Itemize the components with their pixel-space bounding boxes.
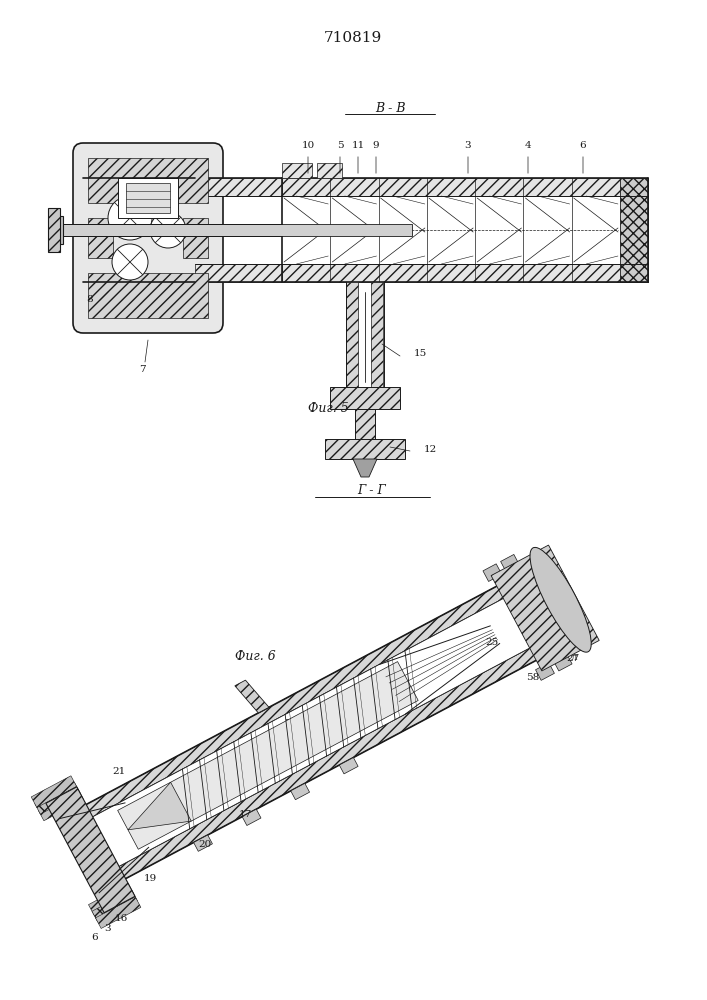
Bar — [371, 282, 383, 387]
Bar — [195, 264, 282, 282]
Bar — [317, 163, 342, 178]
Bar — [88, 158, 208, 203]
Polygon shape — [31, 776, 76, 808]
Bar — [88, 273, 208, 318]
Polygon shape — [553, 653, 572, 671]
Polygon shape — [194, 835, 212, 851]
Text: 15: 15 — [414, 350, 426, 359]
Text: 8: 8 — [87, 296, 93, 304]
Polygon shape — [535, 663, 554, 680]
Text: 12: 12 — [423, 444, 437, 454]
Ellipse shape — [530, 547, 591, 652]
Text: 6: 6 — [580, 141, 586, 150]
Text: 3: 3 — [105, 924, 111, 933]
FancyBboxPatch shape — [73, 143, 223, 333]
Polygon shape — [46, 787, 135, 913]
Bar — [282, 163, 312, 178]
Polygon shape — [291, 783, 310, 800]
Text: Г - Г: Г - Г — [358, 484, 386, 496]
Bar — [58, 224, 412, 236]
Text: 18: 18 — [385, 675, 398, 684]
Text: 19: 19 — [144, 874, 157, 883]
Text: 3: 3 — [464, 141, 472, 150]
Text: 17: 17 — [238, 810, 252, 819]
Text: 4: 4 — [525, 141, 532, 150]
Bar — [126, 183, 170, 213]
Polygon shape — [35, 782, 80, 814]
Text: 16: 16 — [115, 914, 129, 923]
Polygon shape — [483, 564, 502, 581]
Text: 7: 7 — [139, 365, 146, 374]
Polygon shape — [491, 545, 600, 671]
Polygon shape — [353, 459, 377, 477]
Bar — [346, 282, 358, 387]
Text: 710819: 710819 — [324, 31, 382, 45]
Text: л: л — [571, 653, 577, 662]
Text: Фиг. 6: Фиг. 6 — [235, 650, 276, 663]
Text: 9: 9 — [373, 141, 380, 150]
Polygon shape — [128, 782, 192, 830]
Polygon shape — [92, 890, 137, 922]
Polygon shape — [117, 662, 419, 849]
Circle shape — [108, 196, 152, 240]
Text: 20: 20 — [199, 840, 212, 849]
Text: 25: 25 — [485, 638, 498, 647]
Bar — [48, 208, 60, 252]
Polygon shape — [95, 897, 141, 928]
Text: 23: 23 — [375, 708, 388, 717]
Bar — [620, 178, 648, 282]
Bar — [325, 439, 405, 459]
Text: л: л — [559, 598, 566, 607]
Text: 59: 59 — [284, 719, 297, 728]
Bar — [355, 409, 375, 439]
Text: 10: 10 — [301, 141, 315, 150]
Polygon shape — [88, 589, 547, 869]
Text: 58: 58 — [526, 673, 539, 682]
Bar — [195, 178, 282, 196]
Text: В - В: В - В — [375, 102, 405, 114]
Bar — [330, 387, 400, 409]
Polygon shape — [235, 680, 269, 713]
Polygon shape — [38, 789, 83, 821]
Polygon shape — [243, 809, 261, 826]
Polygon shape — [88, 884, 134, 915]
Text: 21: 21 — [112, 767, 126, 776]
Bar — [118, 178, 178, 218]
Bar — [88, 218, 113, 258]
Circle shape — [112, 244, 148, 280]
Text: 11: 11 — [351, 141, 365, 150]
Text: 6: 6 — [90, 933, 98, 942]
Bar — [55, 216, 63, 244]
Circle shape — [150, 212, 186, 248]
Text: 27: 27 — [566, 654, 579, 663]
Text: Фиг. 5: Фиг. 5 — [308, 401, 349, 414]
Polygon shape — [82, 577, 521, 819]
Polygon shape — [115, 639, 554, 881]
Bar — [183, 218, 208, 258]
Bar — [282, 178, 648, 196]
Bar — [282, 264, 648, 282]
Polygon shape — [339, 758, 358, 774]
Text: 5: 5 — [337, 141, 344, 150]
Polygon shape — [501, 554, 520, 572]
